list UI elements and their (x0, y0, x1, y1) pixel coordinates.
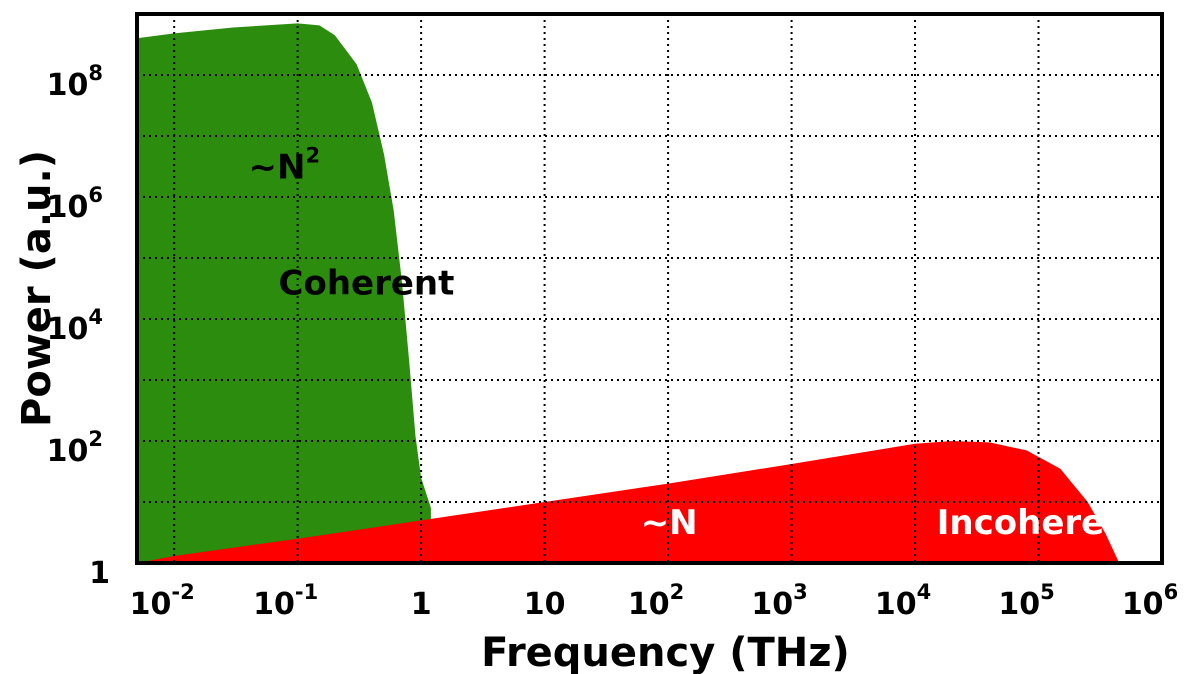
annotation-3: Incoherent (937, 503, 1145, 543)
grid-lines (137, 14, 1162, 563)
y-tick-label-2: 104 (47, 305, 103, 347)
y-tick-label-4: 108 (47, 61, 103, 103)
y-tick-labels: 1 102 104 106 108 (47, 61, 110, 591)
x-tick-label-1: 10-1 (253, 580, 318, 622)
x-tick-label-5: 103 (751, 580, 807, 622)
x-tick-label-2: 1 (411, 587, 432, 622)
x-tick-label-8: 106 (1122, 580, 1178, 622)
series-area-0 (137, 23, 431, 563)
x-tick-label-6: 104 (875, 580, 931, 622)
x-tick-labels: 10-2 10-1 1 10 102 103 104 105 106 (130, 580, 1179, 622)
x-tick-label-3: 10 (524, 587, 566, 622)
y-tick-label-0: 1 (89, 556, 110, 591)
x-axis-label: Frequency (THz) (481, 630, 850, 674)
annotation-2: ~N (641, 503, 698, 543)
plot-frame (135, 12, 1164, 565)
x-tick-label-4: 102 (628, 580, 684, 622)
y-tick-label-3: 106 (47, 183, 103, 225)
x-tick-label-0: 10-2 (130, 580, 195, 622)
y-axis-label: Power (a.u.) (14, 150, 60, 427)
annotations: ~N2 Coherent ~N Incoherent (249, 144, 1145, 543)
annotation-0: ~N2 (249, 144, 321, 188)
series-area-1 (137, 441, 1120, 563)
x-tick-label-7: 105 (998, 580, 1054, 622)
series-fills (137, 23, 1120, 563)
annotation-1: Coherent (279, 264, 455, 304)
y-tick-label-1: 102 (47, 427, 103, 469)
